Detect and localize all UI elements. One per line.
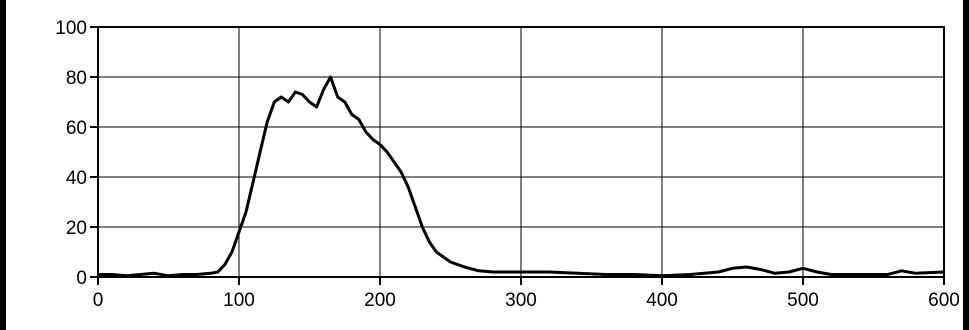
y-tick-label: 60 <box>66 118 87 139</box>
x-tick-label: 600 <box>928 290 960 311</box>
y-tick-label: 80 <box>66 68 87 89</box>
x-tick-label: 200 <box>364 290 396 311</box>
y-tick-label: 40 <box>66 168 87 189</box>
right-window-edge <box>963 0 969 330</box>
y-axis: 0 20 40 60 80 100 <box>55 18 98 289</box>
x-axis: 0 100 200 300 400 500 600 <box>93 277 960 311</box>
y-tick-label: 100 <box>55 18 87 39</box>
y-tick-label: 20 <box>66 218 87 239</box>
x-tick-label: 300 <box>505 290 537 311</box>
series-line <box>98 75 945 278</box>
x-tick-label: 400 <box>646 290 678 311</box>
left-window-edge <box>0 0 6 330</box>
x-tick-label: 500 <box>787 290 819 311</box>
x-tick-label: 0 <box>93 290 104 311</box>
x-tick-label: 100 <box>223 290 255 311</box>
y-tick-label: 0 <box>76 268 87 289</box>
